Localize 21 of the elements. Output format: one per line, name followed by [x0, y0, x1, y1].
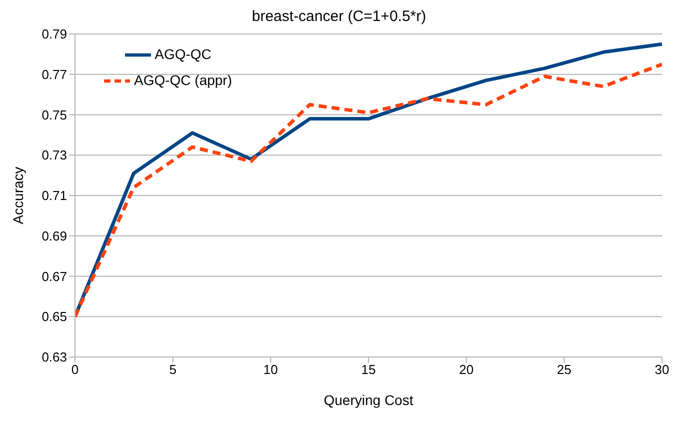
y-tick-label: 0.77 — [42, 66, 67, 82]
x-tick-label: 25 — [556, 362, 572, 378]
x-axis-title: Querying Cost — [324, 392, 414, 408]
legend-label: AGQ-QC (appr) — [134, 72, 232, 88]
x-tick-label: 10 — [263, 362, 278, 378]
x-tick-label: 0 — [71, 362, 79, 378]
x-tick-label: 5 — [169, 362, 176, 378]
y-axis-title: Accuracy — [10, 166, 26, 224]
y-tick-label: 0.67 — [42, 268, 67, 284]
y-tick-label: 0.65 — [42, 309, 67, 324]
x-tick-label: 30 — [654, 362, 670, 378]
y-tick-label: 0.63 — [42, 350, 67, 365]
y-tick-label: 0.73 — [42, 148, 67, 163]
chart-title: breast-cancer (C=1+0.5*r) — [250, 8, 428, 25]
y-tick-label: 0.71 — [42, 188, 67, 204]
x-tick-label: 15 — [361, 362, 376, 378]
y-tick-label: 0.75 — [42, 107, 67, 122]
y-tick-label: 0.79 — [42, 26, 67, 42]
x-tick-label: 20 — [459, 362, 474, 378]
y-tick-label: 0.69 — [42, 228, 67, 244]
legend-label: AGQ-QC — [154, 46, 212, 62]
